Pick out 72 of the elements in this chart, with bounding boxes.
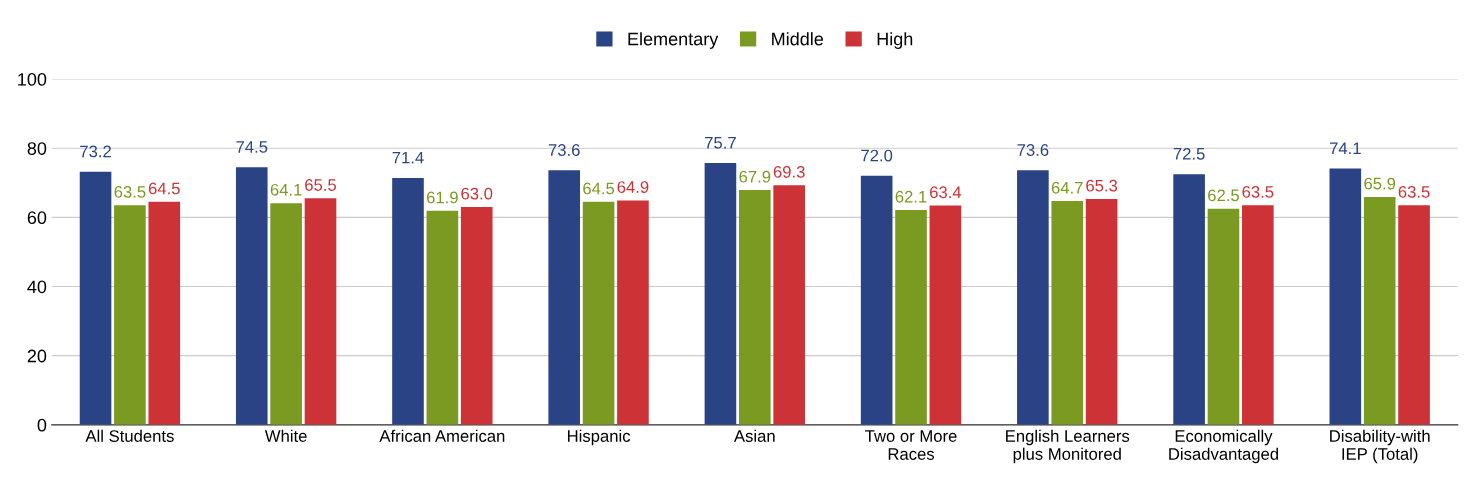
data-label: 72.0 xyxy=(861,149,893,162)
y-tick-label: 80 xyxy=(27,142,47,155)
data-label: 63.5 xyxy=(114,185,146,198)
data-label: 63.0 xyxy=(461,187,493,200)
data-label: 71.4 xyxy=(392,151,424,164)
x-tick-label: Disability-with IEP (Total) xyxy=(1330,429,1430,464)
bar xyxy=(460,206,493,425)
x-tick-label: English Learners plus Monitored xyxy=(1006,429,1130,464)
bar xyxy=(1398,205,1430,425)
data-label: 74.5 xyxy=(236,141,268,153)
bar xyxy=(773,185,805,425)
x-tick-label: African American xyxy=(379,429,505,442)
legend-label: High xyxy=(877,32,913,49)
bar xyxy=(1173,174,1205,425)
bar xyxy=(235,167,268,425)
data-label: 73.6 xyxy=(548,144,580,156)
data-label: 65.5 xyxy=(305,179,337,191)
x-tick-label: White xyxy=(264,429,307,442)
bar xyxy=(148,201,181,425)
bar xyxy=(1085,199,1118,425)
x-tick-label: Two or More Races xyxy=(865,430,957,460)
bar xyxy=(79,171,112,425)
x-tick-label: All Students xyxy=(85,429,174,442)
bar xyxy=(1329,168,1362,425)
bar xyxy=(860,175,893,425)
data-label: 64.5 xyxy=(148,182,180,195)
data-label: 74.1 xyxy=(1329,142,1361,155)
data-label: 69.3 xyxy=(773,165,805,178)
data-label: 61.9 xyxy=(426,191,458,204)
legend-label: Elementary xyxy=(628,32,719,49)
bar xyxy=(895,210,927,425)
data-label: 64.5 xyxy=(583,182,615,195)
data-label: 65.3 xyxy=(1086,179,1118,192)
bar xyxy=(738,190,771,425)
y-tick-label: 40 xyxy=(27,280,47,294)
data-label: 67.9 xyxy=(739,170,771,183)
y-tick-label: 0 xyxy=(37,418,47,432)
data-label: 73.6 xyxy=(1017,144,1049,156)
bar xyxy=(1017,170,1049,425)
bar xyxy=(704,163,737,425)
data-label: 63.5 xyxy=(1242,185,1274,198)
y-tick-label: 60 xyxy=(27,211,47,225)
bar xyxy=(1242,205,1274,425)
data-label: 75.7 xyxy=(705,137,736,149)
data-label: 63.5 xyxy=(1398,185,1430,198)
x-tick-label: Economically Disadvantaged xyxy=(1169,429,1278,464)
data-label: 64.1 xyxy=(270,183,302,196)
bar xyxy=(114,205,146,425)
bar xyxy=(426,210,459,425)
bar xyxy=(929,205,962,425)
bar xyxy=(1363,196,1396,425)
bar xyxy=(1207,208,1240,425)
bar xyxy=(617,200,649,425)
data-label: 62.5 xyxy=(1208,189,1239,202)
data-label: 64.7 xyxy=(1051,181,1083,194)
data-label: 62.1 xyxy=(895,190,927,203)
legend-label: Middle xyxy=(772,32,824,46)
bar xyxy=(1051,201,1084,425)
data-label: 72.5 xyxy=(1173,147,1205,160)
data-label: 64.9 xyxy=(617,181,649,193)
x-tick-label: Hispanic xyxy=(567,429,631,446)
x-tick-label: Asian xyxy=(733,429,775,442)
bar xyxy=(392,177,424,425)
y-tick-label: 100 xyxy=(18,72,47,86)
data-label: 65.9 xyxy=(1364,177,1396,190)
bar xyxy=(548,170,581,425)
data-label: 73.2 xyxy=(80,145,111,158)
y-tick-label: 20 xyxy=(27,349,47,363)
data-label: 63.4 xyxy=(930,186,962,199)
bar xyxy=(582,201,615,425)
bar xyxy=(304,198,337,425)
bar xyxy=(270,203,302,425)
